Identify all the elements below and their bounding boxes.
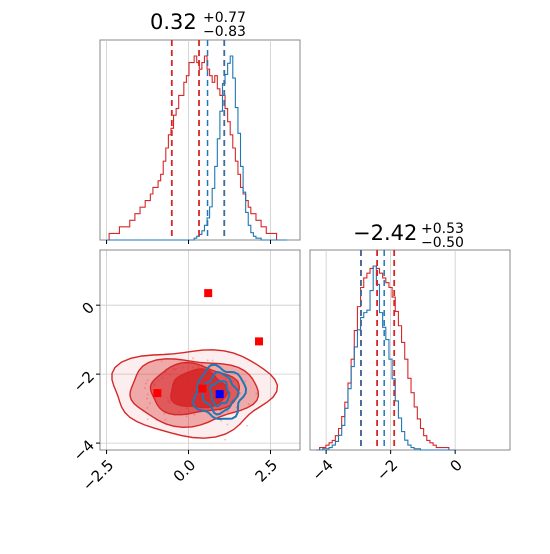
joint-sample-point [144,382,147,385]
right-title-lower-error: −0.50 [421,235,464,251]
joint-sample-point [226,423,229,426]
joint-red-marker [204,289,213,298]
joint-sample-point [146,418,149,421]
top-title: 0.32 +0.77 −0.83 [150,10,246,40]
joint-sample-point [246,424,249,427]
right-title-upper-error: +0.53 [421,221,464,237]
right-title: −2.42 +0.53 −0.50 [353,221,464,251]
joint-sample-point [192,357,195,360]
joint-sample-point [226,410,229,413]
joint-sample-point [146,379,149,382]
joint-sample-point [148,402,151,405]
top-title-lower-error: −0.83 [203,24,246,40]
joint-sample-point [255,392,258,395]
joint-sample-point [244,380,247,383]
right-hist-series-red-step [316,265,456,451]
joint-sample-point [146,393,149,396]
joint-sample-point [185,415,188,418]
joint-sample-point [247,403,250,406]
joint-red-marker [198,384,207,393]
joint-blue-marker [215,390,224,399]
top-title-value: 0.32 [150,10,197,34]
right-hist-series-blue-step [316,265,456,451]
joint-blue-contour [201,370,240,416]
joint-red-marker [153,389,162,398]
right-title-value: −2.42 [353,221,417,245]
joint-frame [99,249,301,451]
joint-sample-point [146,397,149,400]
joint-sample-point [224,438,227,441]
joint-sample-point [163,413,166,416]
top-title-upper-error: +0.77 [203,10,246,26]
joint-sample-point [206,359,209,362]
joint-sample-point [193,413,196,416]
joint-sample-point [146,406,149,409]
joint-sample-point [144,386,147,389]
right-hist-frame [309,249,511,451]
joint-red-marker [255,337,264,346]
joint-sample-point [239,392,242,395]
right-histogram-panel: −4 −2 0 [309,249,511,484]
top-histogram-panel [99,39,301,244]
joint-blue-contour [208,380,231,408]
joint-sample-point [160,360,163,363]
joint-blue-contour [192,363,248,421]
top-hist-series-blue-step [106,55,287,241]
joint-sample-point [164,418,167,421]
top-hist-frame [99,39,301,241]
joint-sample-point [220,419,223,422]
joint-sample-point [211,359,214,362]
